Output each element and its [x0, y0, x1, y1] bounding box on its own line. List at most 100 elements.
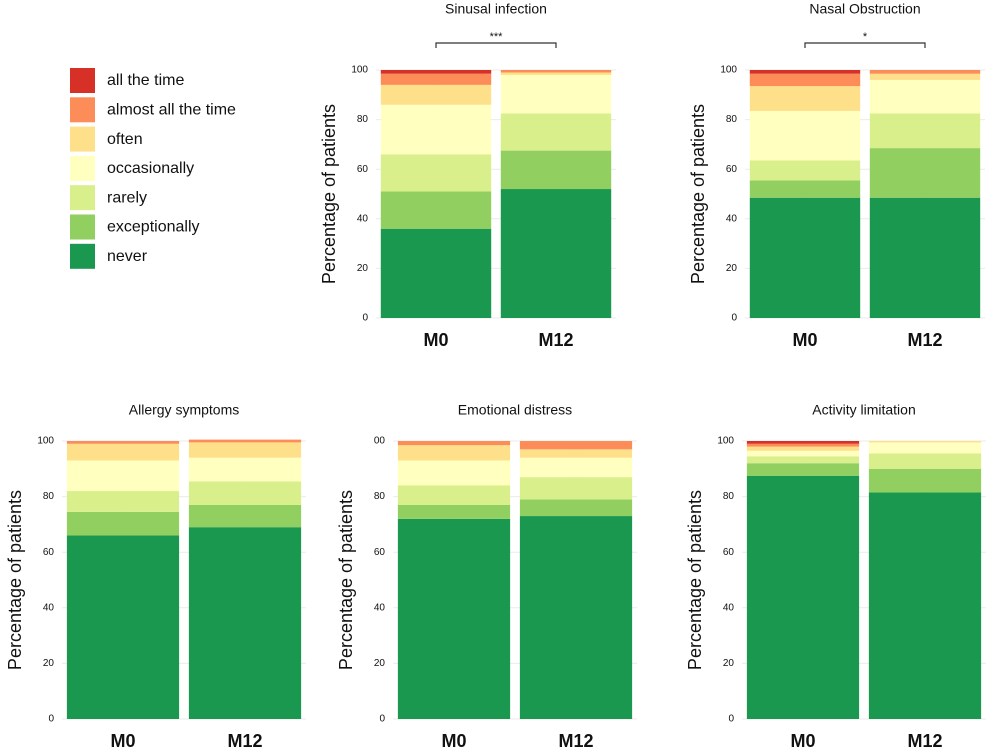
x-tick-label: M12 — [907, 330, 942, 350]
bar-segment — [868, 441, 982, 443]
bar-segment — [500, 113, 612, 151]
chart-title: Allergy symptoms — [129, 402, 239, 418]
y-tick-label: 0 — [379, 714, 385, 725]
legend-swatch — [70, 155, 95, 181]
y-tick-label: 0 — [362, 313, 368, 324]
legend-swatch — [70, 214, 95, 240]
legend-label: often — [107, 131, 143, 148]
significance-bracket — [435, 42, 557, 48]
y-tick-label: 20 — [43, 658, 55, 669]
y-tick-label: 40 — [723, 602, 735, 613]
bar-segment — [749, 86, 861, 111]
bar-segment — [380, 104, 492, 155]
bar-segment — [380, 228, 492, 318]
x-tick-label: M12 — [907, 731, 942, 751]
bar-segment — [869, 73, 981, 80]
bar-segment — [519, 457, 633, 478]
bar-segment — [66, 535, 180, 719]
bar-segment — [66, 441, 180, 444]
legend-label: almost all the time — [107, 102, 236, 119]
chart-title: Emotional distress — [458, 402, 572, 418]
bar-segment — [397, 441, 511, 446]
legend-label: rarely — [107, 189, 147, 206]
bar-segment — [746, 441, 860, 444]
x-tick-label: M12 — [538, 330, 573, 350]
y-tick-label: 60 — [357, 164, 369, 175]
bar-segment — [749, 73, 861, 87]
bar-segment — [749, 180, 861, 198]
bar-segment — [869, 113, 981, 149]
y-tick-label: 60 — [726, 164, 738, 175]
bar-segment — [869, 70, 981, 74]
legend-swatch — [70, 185, 95, 211]
bar-segment — [500, 150, 612, 190]
legend-swatch — [70, 68, 95, 93]
y-axis-title: Percentage of patients — [688, 104, 708, 284]
bar-segment — [188, 481, 302, 505]
bar-segment — [519, 516, 633, 719]
legend-label: all the time — [107, 72, 184, 89]
y-tick-label: 80 — [723, 491, 735, 502]
bar-segment — [519, 449, 633, 458]
legend-swatch — [70, 243, 95, 269]
bar-segment — [869, 197, 981, 318]
y-tick-label: 60 — [374, 547, 386, 558]
y-tick-label: 40 — [726, 213, 738, 224]
y-tick-label: 0 — [731, 313, 737, 324]
legend-swatch — [70, 97, 95, 123]
bar-segment — [519, 477, 633, 500]
bar-segment — [188, 504, 302, 528]
y-tick-label: 100 — [717, 436, 734, 447]
bar-segment — [380, 84, 492, 105]
bar-segment — [397, 460, 511, 486]
bar-segment — [500, 74, 612, 114]
legend-label: exceptionally — [107, 219, 200, 236]
bar-segment — [188, 527, 302, 719]
x-tick-label: M12 — [558, 731, 593, 751]
y-tick-label: 80 — [726, 114, 738, 125]
bar-segment — [188, 442, 302, 458]
x-tick-label: M12 — [227, 731, 262, 751]
y-tick-label: 100 — [720, 65, 737, 76]
x-tick-label: M0 — [110, 731, 135, 751]
legend-label: occasionally — [107, 160, 194, 177]
bar-segment — [500, 70, 612, 73]
bar-segment — [746, 446, 860, 451]
y-tick-label: 20 — [726, 263, 738, 274]
bar-segment — [749, 197, 861, 318]
bar-segment — [749, 110, 861, 161]
y-tick-label: 80 — [43, 491, 55, 502]
y-tick-label: 0 — [728, 714, 734, 725]
bar-segment — [749, 70, 861, 74]
legend-swatch — [70, 126, 95, 152]
bar-segment — [397, 504, 511, 519]
bar-segment — [380, 73, 492, 85]
significance-label: * — [863, 31, 868, 43]
bar-segment — [500, 189, 612, 318]
bar-segment — [188, 439, 302, 443]
bar-segment — [746, 463, 860, 476]
bar-segment — [380, 191, 492, 229]
bar-segment — [66, 511, 180, 536]
legend-label: never — [107, 248, 148, 265]
chart-title: Sinusal infection — [445, 1, 547, 17]
bar-segment — [397, 445, 511, 461]
y-tick-label: 60 — [43, 547, 55, 558]
y-tick-label: 80 — [357, 114, 369, 125]
bar-segment — [519, 441, 633, 450]
bar-segment — [746, 443, 860, 447]
y-tick-label: 00 — [374, 436, 386, 447]
y-tick-label: 100 — [37, 436, 54, 447]
y-tick-label: 20 — [723, 658, 735, 669]
chart-title: Nasal Obstruction — [809, 1, 920, 17]
y-tick-label: 40 — [357, 213, 369, 224]
bar-segment — [397, 518, 511, 719]
bar-segment — [746, 475, 860, 719]
y-tick-label: 40 — [43, 602, 55, 613]
bar-segment — [868, 442, 982, 454]
bar-segment — [66, 460, 180, 492]
bar-segment — [500, 72, 612, 75]
bar-segment — [380, 70, 492, 74]
